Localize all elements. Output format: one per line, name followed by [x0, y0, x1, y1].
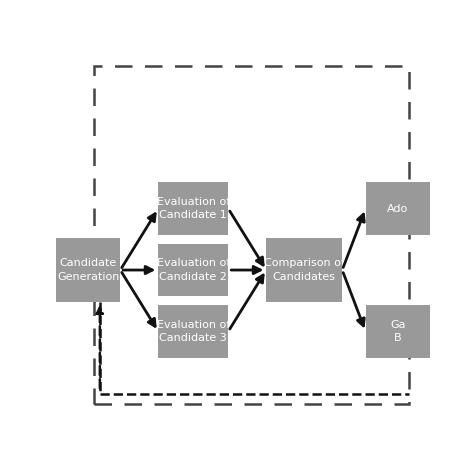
FancyBboxPatch shape: [56, 238, 120, 302]
FancyBboxPatch shape: [158, 182, 228, 235]
FancyBboxPatch shape: [365, 182, 430, 235]
Text: Ga
B: Ga B: [390, 320, 405, 343]
FancyBboxPatch shape: [158, 305, 228, 357]
Text: Evaluation of
Candidate 1: Evaluation of Candidate 1: [157, 197, 230, 220]
Text: Evaluation of
Candidate 3: Evaluation of Candidate 3: [157, 320, 230, 343]
Text: Comparison of
Candidates: Comparison of Candidates: [264, 258, 345, 282]
Text: Evaluation of
Candidate 2: Evaluation of Candidate 2: [157, 258, 230, 282]
FancyBboxPatch shape: [365, 305, 430, 357]
FancyBboxPatch shape: [158, 244, 228, 296]
Text: Ado: Ado: [387, 204, 408, 214]
FancyBboxPatch shape: [266, 238, 342, 302]
Text: Candidate
Generation: Candidate Generation: [57, 258, 119, 282]
